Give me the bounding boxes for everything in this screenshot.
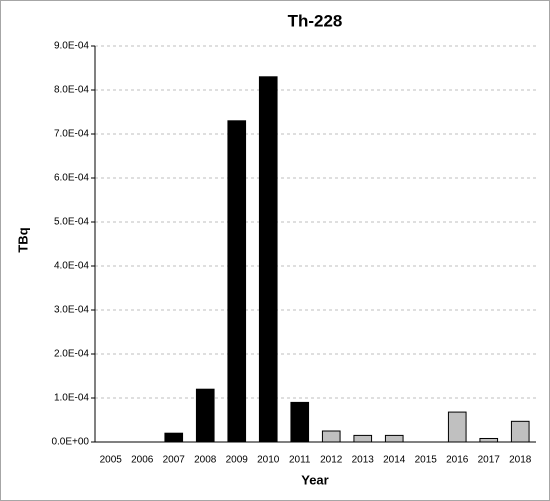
x-tick-label: 2017 (478, 455, 501, 466)
x-tick-label: 2010 (257, 455, 280, 466)
bar (195, 388, 215, 443)
y-tick-label: 6.0E-04 (54, 173, 89, 184)
bar (164, 432, 184, 443)
bar (447, 411, 467, 443)
x-tick-label: 2012 (320, 455, 343, 466)
bar (479, 437, 499, 443)
bar (290, 401, 310, 443)
x-tick-label: 2005 (100, 455, 123, 466)
x-tick-label: 2007 (163, 455, 186, 466)
y-tick-label: 8.0E-04 (54, 85, 89, 96)
x-tick-label: 2013 (352, 455, 375, 466)
bar (353, 434, 373, 443)
chart-title: Th-228 (288, 11, 343, 30)
bar (258, 76, 278, 443)
x-tick-label: 2011 (289, 455, 311, 466)
bar (384, 434, 404, 443)
y-axis-label: TBq (15, 227, 30, 252)
y-tick-label: 7.0E-04 (54, 129, 89, 140)
y-tick-label: 3.0E-04 (54, 305, 89, 316)
x-tick-label: 2016 (446, 455, 469, 466)
y-tick-label: 5.0E-04 (54, 217, 89, 228)
y-tick-label: 9.0E-04 (54, 41, 89, 52)
y-tick-label: 4.0E-04 (54, 261, 89, 272)
bar (227, 120, 247, 443)
x-tick-label: 2015 (415, 455, 438, 466)
bar (510, 420, 530, 443)
y-tick-label: 1.0E-04 (54, 393, 89, 404)
x-axis-label: Year (301, 472, 328, 487)
x-tick-label: 2018 (509, 455, 532, 466)
x-tick-label: 2014 (383, 455, 406, 466)
bar (321, 430, 341, 443)
y-tick-label: 2.0E-04 (54, 349, 89, 360)
y-tick-label: 0.0E+00 (51, 437, 89, 448)
x-tick-label: 2009 (226, 455, 249, 466)
x-tick-label: 2006 (131, 455, 154, 466)
x-tick-label: 2008 (194, 455, 217, 466)
